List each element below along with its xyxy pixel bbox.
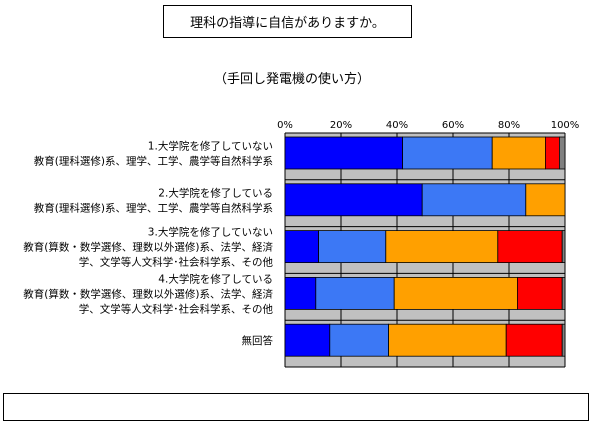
category-label: 教育(算数・数学選修、理数以外選修)系、法学、経済 (23, 241, 273, 254)
x-tick-label: 100% (551, 120, 580, 131)
category-label: 学、文学等人文科学･社会科学系、その他 (79, 256, 274, 269)
bar-segment (284, 183, 423, 217)
bar-segment (284, 276, 317, 310)
bar-segment (525, 183, 566, 217)
bar-segment (284, 136, 403, 170)
bar-segment (402, 136, 493, 170)
x-tick-label: 80% (498, 120, 520, 131)
bar-segment (393, 276, 518, 310)
bar-segment (315, 276, 395, 310)
bar-segment (517, 276, 563, 310)
x-tick-label: 0% (277, 120, 293, 131)
x-tick-label: 40% (386, 120, 408, 131)
x-tick-label: 60% (442, 120, 464, 131)
category-label: 4.大学院を修了している (158, 272, 273, 285)
category-label: 教育(理科選修)系、理学、工学、農学等自然科学系 (34, 155, 273, 168)
bar-segment (559, 136, 566, 170)
category-label: 2.大学院を修了している (158, 186, 273, 199)
bar-segment (497, 230, 563, 264)
bar-segment (388, 323, 507, 357)
chart-subtitle: （手回し発電機の使い方） (213, 72, 370, 87)
category-label: 1.大学院を修了していない (148, 140, 273, 153)
category-label: 学、文学等人文科学･社会科学系、その他 (79, 302, 274, 315)
bar-segment (561, 276, 566, 310)
bar-segment (329, 323, 389, 357)
bar-segment (318, 230, 387, 264)
bar-segment (505, 323, 563, 357)
bar-segment (421, 183, 527, 217)
question-title-text: 理科の指導に自信がありますか。 (190, 16, 385, 31)
bar-segment (284, 230, 319, 264)
category-label: 3.大学院を修了していない (148, 226, 273, 239)
bar-segment (561, 230, 566, 264)
question-title: 理科の指導に自信がありますか。 (163, 5, 412, 38)
legend (3, 393, 589, 421)
bar-segment (491, 136, 546, 170)
category-label: 教育(理科選修)系、理学、工学、農学等自然科学系 (34, 201, 273, 214)
bar-segment (561, 323, 566, 357)
category-label: 無回答 (242, 334, 274, 347)
x-tick-label: 20% (330, 120, 352, 131)
category-label: 教育(算数・数学選修、理数以外選修)系、法学、経済 (23, 287, 273, 300)
bar-segment (545, 136, 560, 170)
bar-segment (284, 323, 331, 357)
bar-segment (385, 230, 499, 264)
